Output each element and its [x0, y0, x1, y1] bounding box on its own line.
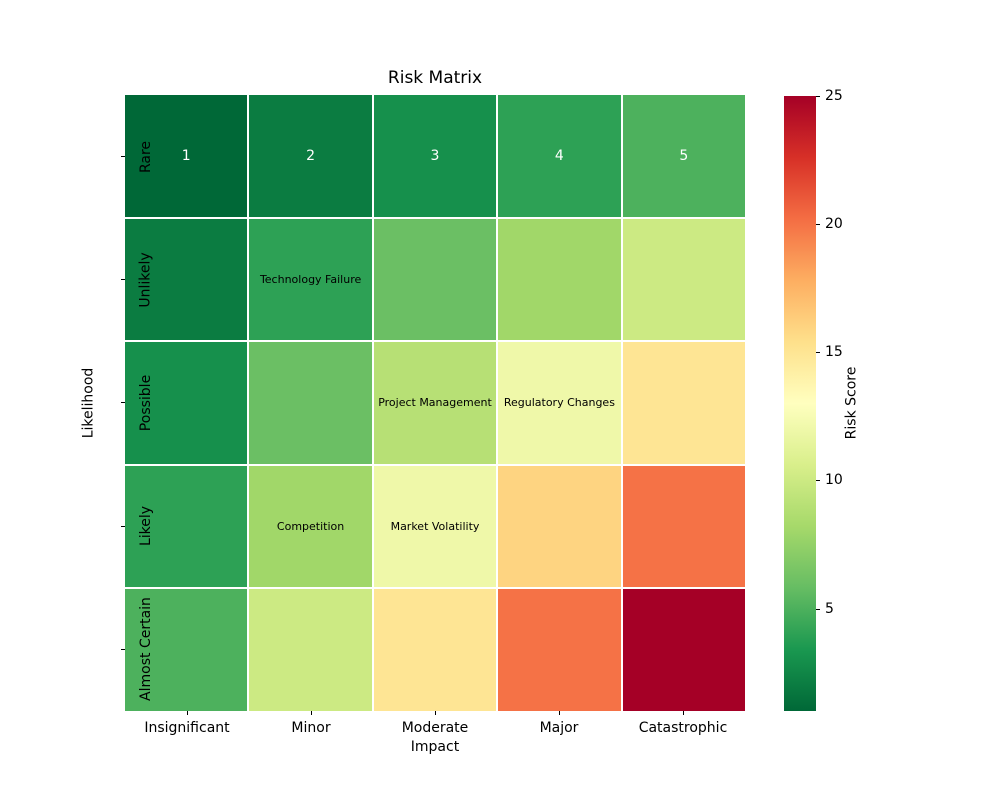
colorbar-tickmark — [816, 480, 820, 482]
x-tick-label: Insignificant — [144, 720, 230, 736]
y-tick-label: Unlikely — [137, 252, 154, 308]
heatmap-cell — [125, 218, 248, 341]
cell-annotation: Market Volatility — [390, 520, 480, 534]
heatmap-cell: Market Volatility — [373, 465, 497, 588]
x-tick-label: Major — [539, 720, 579, 736]
heatmap-cell: Technology Failure — [249, 218, 372, 341]
x-tickmark — [186, 711, 188, 715]
x-tick-label: Catastrophic — [638, 720, 728, 736]
heatmap-cell — [622, 465, 745, 588]
y-tick-label: Possible — [137, 374, 154, 432]
heatmap-cell — [622, 342, 745, 464]
heatmap-cell: 2 — [249, 95, 372, 217]
x-axis-ticklabels: Insignificant Minor Moderate Major Catastrop… — [125, 720, 745, 736]
y-tickmark — [121, 402, 125, 404]
heatmap-cell: 4 — [498, 95, 621, 217]
colorbar-tick-label: 5 — [825, 600, 834, 617]
colorbar-gradient — [784, 96, 816, 711]
x-tickmark — [558, 711, 560, 715]
heatmap-cell — [249, 342, 372, 464]
heatmap-cell: 3 — [373, 95, 497, 217]
cell-annotation: Technology Failure — [259, 272, 362, 286]
heatmap-cell — [125, 589, 248, 711]
cell-annotation: 4 — [554, 147, 564, 164]
x-tickmark — [310, 711, 312, 715]
cell-annotation: Competition — [276, 520, 345, 534]
x-tickmark — [434, 711, 436, 715]
y-tick-label: Likely — [137, 506, 154, 547]
colorbar-tick-label: 15 — [825, 344, 843, 361]
colorbar-ticks: 25 20 15 10 5 — [816, 88, 876, 711]
cell-annotation: 2 — [306, 147, 316, 164]
heatmap-cell — [622, 589, 745, 711]
x-axis-label: Impact — [410, 739, 460, 755]
x-axis-tickmarks — [125, 711, 745, 715]
heatmap-cell — [498, 589, 621, 711]
x-tickmark — [682, 711, 684, 715]
y-tickmark — [121, 156, 125, 158]
heatmap-cell — [498, 465, 621, 588]
cell-annotation: Regulatory Changes — [503, 396, 615, 410]
y-tickmark — [121, 648, 125, 650]
x-tick-label: Minor — [291, 720, 331, 736]
y-axis-ticklabels: Rare Unlikely Possible Likely Almost Certain — [94, 95, 154, 711]
heatmap-cell: Project Management — [373, 342, 497, 464]
heatmap-cell — [498, 218, 621, 341]
heatmap-cell: 5 — [622, 95, 745, 217]
chart-title: Risk Matrix — [387, 68, 483, 88]
colorbar-tickmark — [816, 608, 820, 610]
y-tickmark — [121, 279, 125, 281]
y-axis-tickmarks — [121, 95, 125, 711]
colorbar-tickmark — [816, 96, 820, 97]
cell-annotation: 1 — [181, 147, 191, 164]
colorbar-tick-label: 20 — [825, 216, 843, 233]
cell-annotation: 5 — [679, 147, 689, 164]
heatmap-cell — [249, 589, 372, 711]
y-tick-label: Rare — [137, 140, 154, 173]
heatmap-cell: Regulatory Changes — [498, 342, 621, 464]
heatmap-cell — [622, 218, 745, 341]
y-tick-label: Almost Certain — [137, 597, 154, 702]
colorbar-tickmark — [816, 224, 820, 226]
cell-annotation: Project Management — [378, 396, 492, 410]
heatmap-cell: Competition — [249, 465, 372, 588]
heatmap-cell — [373, 218, 497, 341]
heatmap-cell — [125, 342, 248, 464]
colorbar-tickmark — [816, 352, 820, 354]
heatmap-cell — [373, 589, 497, 711]
cell-annotation: 3 — [430, 147, 440, 164]
colorbar-tick-label: 10 — [825, 472, 843, 489]
heatmap-cell: 1 — [125, 95, 248, 217]
y-tickmark — [121, 525, 125, 527]
heatmap-cell — [125, 465, 248, 588]
x-tick-label: Moderate — [401, 720, 469, 736]
heatmap-grid: 1 2 3 4 5 Technology Failure Project Managemen… — [125, 95, 745, 711]
colorbar-tick-label: 25 — [825, 88, 843, 104]
